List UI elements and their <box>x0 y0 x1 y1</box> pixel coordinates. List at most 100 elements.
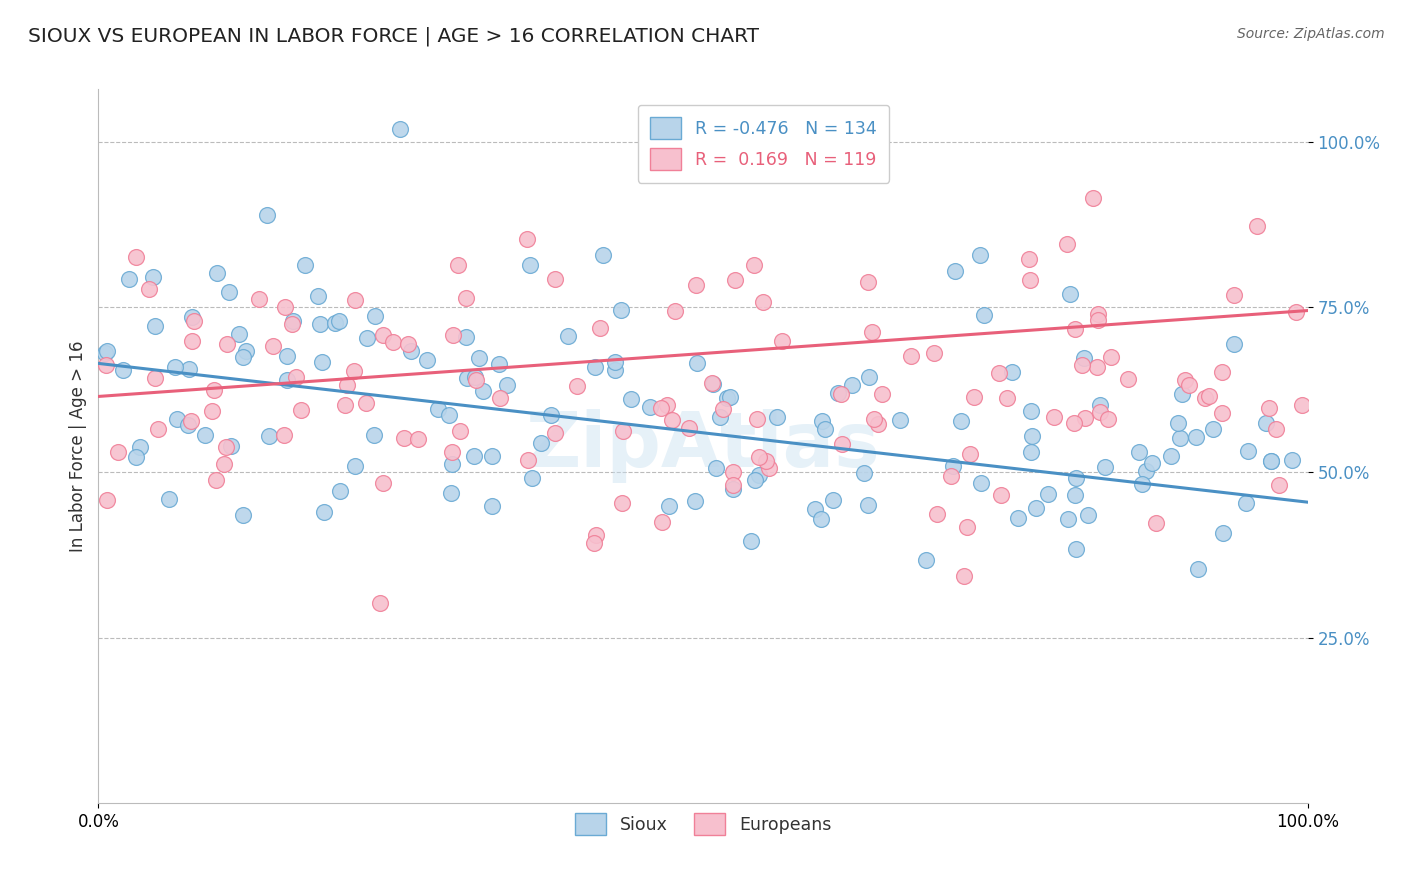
Point <box>720 390 742 404</box>
Point <box>927 508 949 522</box>
Point <box>592 248 614 262</box>
Point <box>247 293 270 307</box>
Point <box>364 309 387 323</box>
Point <box>745 412 768 426</box>
Point <box>724 273 747 287</box>
Point <box>1130 477 1153 491</box>
Point <box>328 314 350 328</box>
Point <box>1260 454 1282 468</box>
Point <box>1194 392 1216 406</box>
Point <box>166 411 188 425</box>
Point <box>1018 273 1040 287</box>
Point <box>583 536 606 550</box>
Point <box>856 275 879 289</box>
Point <box>655 398 678 412</box>
Point <box>721 465 744 479</box>
Point <box>830 386 852 401</box>
Point <box>1087 313 1109 327</box>
Point <box>1234 496 1257 510</box>
Point <box>664 304 686 318</box>
Point <box>471 384 494 399</box>
Point <box>488 357 510 371</box>
Point <box>810 511 832 525</box>
Point <box>544 272 567 286</box>
Point <box>439 486 461 500</box>
Point <box>751 295 773 310</box>
Point <box>311 354 333 368</box>
Point <box>651 515 673 529</box>
Point <box>180 310 202 325</box>
Point <box>858 369 880 384</box>
Point <box>959 447 981 461</box>
Point <box>1063 416 1085 430</box>
Point <box>638 400 661 414</box>
Point <box>481 449 503 463</box>
Point <box>589 320 612 334</box>
Point <box>1135 463 1157 477</box>
Point <box>742 258 765 272</box>
Point <box>382 334 405 349</box>
Point <box>274 300 297 314</box>
Point <box>711 402 734 417</box>
Point <box>1059 287 1081 301</box>
Point <box>142 269 165 284</box>
Point <box>530 436 553 450</box>
Point <box>956 519 979 533</box>
Point <box>180 414 202 428</box>
Point <box>447 258 470 272</box>
Point <box>605 363 627 377</box>
Point <box>1064 542 1087 557</box>
Point <box>218 285 240 300</box>
Point <box>973 309 995 323</box>
Point <box>585 528 607 542</box>
Legend: Sioux, Europeans: Sioux, Europeans <box>562 801 844 847</box>
Point <box>363 428 385 442</box>
Point <box>1144 516 1167 530</box>
Point <box>440 445 463 459</box>
Point <box>343 293 366 308</box>
Y-axis label: In Labor Force | Age > 16: In Labor Force | Age > 16 <box>69 340 87 552</box>
Point <box>232 350 254 364</box>
Point <box>1085 359 1108 374</box>
Point <box>256 208 278 222</box>
Point <box>456 330 478 344</box>
Point <box>294 258 316 272</box>
Point <box>1064 322 1087 336</box>
Point <box>803 501 825 516</box>
Point <box>146 422 169 436</box>
Point <box>758 461 780 475</box>
Point <box>1223 337 1246 351</box>
Point <box>481 499 503 513</box>
Point <box>1174 373 1197 387</box>
Point <box>870 386 893 401</box>
Point <box>1170 431 1192 445</box>
Point <box>118 272 141 286</box>
Point <box>235 344 257 359</box>
Point <box>283 313 305 327</box>
Point <box>415 353 437 368</box>
Point <box>1171 387 1194 401</box>
Point <box>519 258 541 272</box>
Point <box>257 429 280 443</box>
Point <box>814 422 837 436</box>
Point <box>284 370 307 384</box>
Point <box>307 289 329 303</box>
Point <box>900 349 922 363</box>
Point <box>94 346 117 360</box>
Point <box>540 408 562 422</box>
Point <box>1090 398 1112 412</box>
Point <box>686 356 709 370</box>
Point <box>1116 372 1139 386</box>
Point <box>1212 525 1234 540</box>
Point <box>516 232 538 246</box>
Point <box>1021 429 1043 443</box>
Point <box>232 508 254 522</box>
Point <box>392 431 415 445</box>
Point <box>700 376 723 390</box>
Point <box>215 440 238 454</box>
Point <box>557 329 579 343</box>
Point <box>704 461 727 475</box>
Point <box>821 493 844 508</box>
Point <box>583 360 606 375</box>
Point <box>1001 366 1024 380</box>
